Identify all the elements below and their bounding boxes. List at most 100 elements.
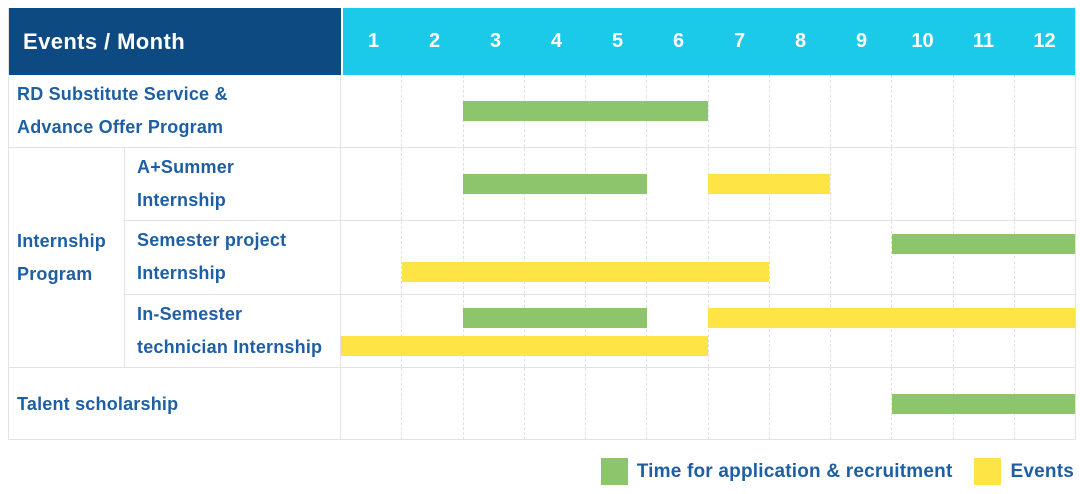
month-gridline <box>891 221 952 294</box>
row-label-line: Advance Offer Program <box>17 117 224 137</box>
table-row: A+Summer Internship <box>125 148 1075 221</box>
green-swatch-icon <box>600 458 628 485</box>
month-gridline <box>707 221 769 294</box>
month-label-7: 7 <box>733 30 746 52</box>
month-gridline <box>401 148 462 221</box>
month-gridline <box>952 148 1014 221</box>
application-recruitment-bar <box>891 234 1075 255</box>
application-recruitment-bar <box>463 307 647 328</box>
chart-cell <box>341 294 1075 367</box>
month-gridline <box>341 148 401 220</box>
table-row: Semester project Internship <box>125 220 1075 294</box>
internship-program-group: Internship Program A+Summer Internship S… <box>9 147 1075 367</box>
chart-cell <box>341 148 1075 221</box>
month-gridline <box>401 294 462 367</box>
row-label-line: Semester project <box>137 230 287 251</box>
month-gridline <box>646 368 707 440</box>
row-label-in-semester-technician: In-Semester technician Internship <box>125 294 341 367</box>
month-label-6: 6 <box>672 30 685 52</box>
events-bar <box>341 335 708 356</box>
corner-header-cell: Events / Month <box>9 8 341 75</box>
row-label-a-plus-summer: A+Summer Internship <box>125 148 341 221</box>
month-gridline <box>401 368 462 440</box>
group-rows: A+Summer Internship Semester project Int… <box>125 148 1075 367</box>
month-gridline <box>768 294 830 367</box>
group-label-line: Program <box>17 263 93 284</box>
chart-cell <box>341 221 1075 294</box>
month-label-12: 12 <box>1033 30 1056 52</box>
month-gridline <box>768 75 830 147</box>
month-gridline <box>341 368 401 440</box>
month-label-2: 2 <box>428 30 441 52</box>
month-label-5: 5 <box>611 30 624 52</box>
month-gridline <box>462 368 524 440</box>
month-gridlines <box>341 221 1075 294</box>
month-gridline <box>462 148 524 221</box>
month-gridline <box>462 75 524 147</box>
month-gridline <box>952 75 1014 147</box>
month-gridline <box>401 221 462 294</box>
month-gridline <box>830 294 891 367</box>
month-gridline <box>341 221 401 293</box>
month-gridline <box>830 368 891 440</box>
month-gridline <box>1013 75 1075 147</box>
month-gridlines <box>341 75 1075 147</box>
legend-label: Time for application & recruitment <box>636 460 953 482</box>
month-label-10: 10 <box>911 30 934 52</box>
month-gridline <box>830 148 891 221</box>
row-label-rd-substitute: RD Substitute Service & Advance Offer Pr… <box>9 75 341 147</box>
month-gridline <box>707 368 769 440</box>
chart-cell <box>341 368 1075 440</box>
row-label-line: technician Internship <box>137 336 323 357</box>
yellow-swatch-icon <box>974 458 1002 485</box>
month-label-3: 3 <box>489 30 502 52</box>
legend-item-application: Time for application & recruitment <box>600 458 953 485</box>
month-gridline <box>952 221 1014 294</box>
chart-cell <box>341 75 1075 147</box>
month-gridline <box>830 221 891 294</box>
row-label-talent-scholarship: Talent scholarship <box>9 368 341 440</box>
month-gridline <box>585 368 646 440</box>
group-label-line: Internship <box>17 230 107 251</box>
month-gridline <box>401 75 462 147</box>
events-bar <box>708 307 1075 328</box>
month-label-4: 4 <box>550 30 563 52</box>
month-gridline <box>523 368 585 440</box>
row-label-line: A+Summer <box>137 157 235 178</box>
row-label-line: Internship <box>137 263 227 284</box>
month-label-1: 1 <box>367 30 380 52</box>
month-gridline <box>341 295 401 367</box>
row-label-semester-project: Semester project Internship <box>125 221 341 294</box>
legend-item-events: Events <box>974 458 1074 485</box>
application-recruitment-bar <box>891 394 1075 414</box>
row-label-line: In-Semester <box>137 303 243 324</box>
month-gridline <box>768 368 830 440</box>
month-gridline <box>830 75 891 147</box>
row-label-line: Talent scholarship <box>17 393 179 414</box>
month-gridline <box>646 221 707 294</box>
month-gridline <box>646 294 707 367</box>
month-label-11: 11 <box>972 30 995 52</box>
month-gridline <box>891 148 952 221</box>
table-row: In-Semester technician Internship <box>125 293 1075 367</box>
month-gridline <box>952 294 1014 367</box>
row-label-line: RD Substitute Service & <box>17 84 228 104</box>
month-gridline <box>1013 294 1075 367</box>
month-gridline <box>585 221 646 294</box>
month-gridline <box>646 148 707 221</box>
application-recruitment-bar <box>463 101 708 121</box>
month-gridline <box>1013 221 1075 294</box>
events-month-table: Events / Month 1 2 3 4 5 6 7 8 9 10 11 12 RD Substi… <box>8 8 1076 440</box>
table-row: RD Substitute Service & Advance Offer Pr… <box>9 75 1075 147</box>
month-gridline <box>523 294 585 367</box>
month-gridline <box>891 75 952 147</box>
month-label-8: 8 <box>794 30 807 52</box>
events-bar <box>708 174 831 195</box>
legend: Time for application & recruitment Event… <box>600 458 1074 485</box>
row-label-line: Internship <box>137 190 227 211</box>
month-gridline <box>707 294 769 367</box>
month-gridline <box>891 294 952 367</box>
month-gridline <box>462 294 524 367</box>
table-row: Talent scholarship <box>9 367 1075 440</box>
